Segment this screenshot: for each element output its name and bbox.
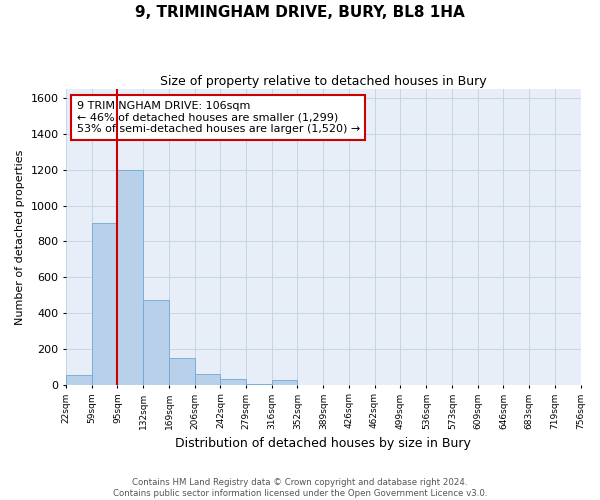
Bar: [143, 300, 169, 384]
X-axis label: Distribution of detached houses by size in Bury: Distribution of detached houses by size …: [175, 437, 472, 450]
Bar: [92, 224, 118, 384]
Title: Size of property relative to detached houses in Bury: Size of property relative to detached ho…: [160, 75, 487, 88]
Bar: [195, 374, 220, 384]
Bar: [169, 358, 195, 384]
Bar: [272, 380, 298, 384]
Bar: [220, 380, 247, 384]
Y-axis label: Number of detached properties: Number of detached properties: [15, 149, 25, 324]
Text: 9, TRIMINGHAM DRIVE, BURY, BL8 1HA: 9, TRIMINGHAM DRIVE, BURY, BL8 1HA: [135, 5, 465, 20]
Text: 9 TRIMINGHAM DRIVE: 106sqm
← 46% of detached houses are smaller (1,299)
53% of s: 9 TRIMINGHAM DRIVE: 106sqm ← 46% of deta…: [77, 101, 360, 134]
Bar: [118, 170, 143, 384]
Text: Contains HM Land Registry data © Crown copyright and database right 2024.
Contai: Contains HM Land Registry data © Crown c…: [113, 478, 487, 498]
Bar: [67, 375, 92, 384]
